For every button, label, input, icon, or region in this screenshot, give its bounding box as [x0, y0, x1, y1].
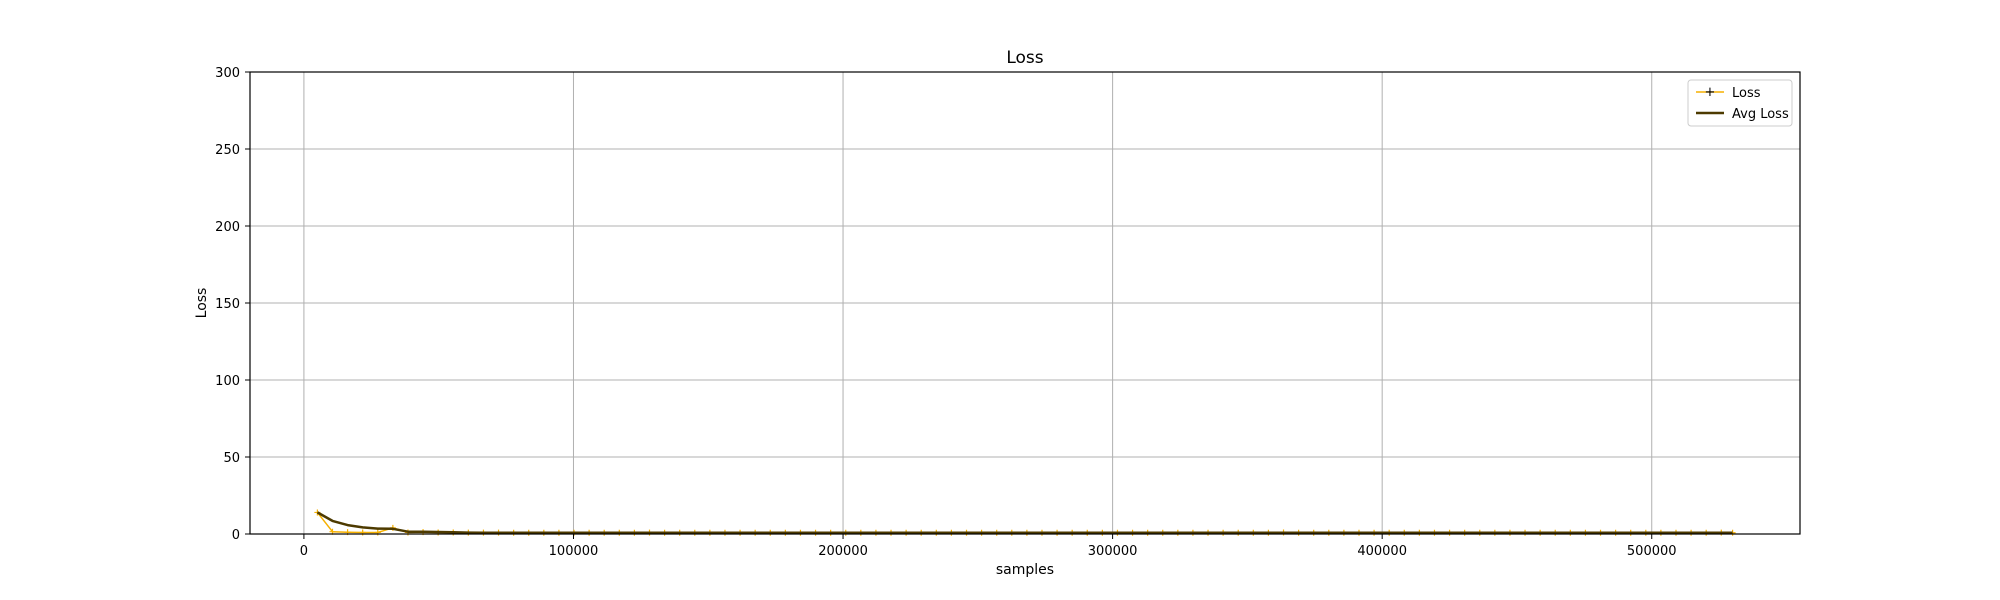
x-axis-ticks: 0 100000 200000 300000 400000 500000 — [300, 534, 1677, 559]
y-tick-label: 300 — [215, 66, 240, 81]
chart-title: Loss — [1006, 48, 1043, 68]
y-axis-label: Loss — [194, 288, 210, 319]
x-tick-label: 0 — [300, 544, 308, 559]
x-axis-label: samples — [996, 562, 1054, 578]
y-tick-label: 50 — [223, 451, 240, 466]
y-tick-label: 150 — [215, 297, 240, 312]
x-tick-label: 400000 — [1357, 544, 1407, 559]
x-tick-label: 300000 — [1088, 544, 1138, 559]
y-tick-label: 0 — [232, 528, 240, 543]
series-line-avg-loss — [316, 511, 1733, 535]
y-tick-label: 250 — [215, 143, 240, 158]
y-tick-label: 200 — [215, 220, 240, 235]
legend-marker-loss: + — [1705, 85, 1716, 100]
y-axis-ticks: 0 50 100 150 200 250 300 — [215, 66, 250, 543]
legend: + Loss Avg Loss — [1687, 79, 1793, 127]
legend-label-avg-loss: Avg Loss — [1732, 107, 1789, 122]
x-tick-label: 500000 — [1627, 544, 1677, 559]
legend-label-loss: Loss — [1732, 86, 1761, 101]
x-tick-label: 100000 — [549, 544, 599, 559]
x-tick-label: 200000 — [818, 544, 868, 559]
y-tick-label: 100 — [215, 374, 240, 389]
